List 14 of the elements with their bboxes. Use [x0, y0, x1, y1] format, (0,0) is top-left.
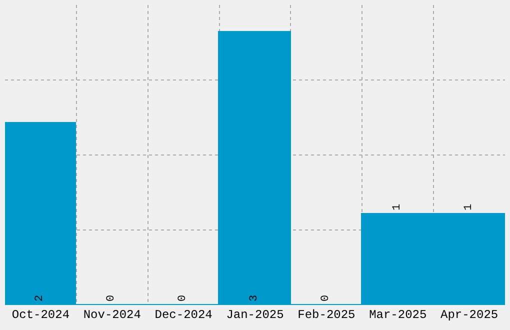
data-label: 1 [392, 204, 404, 210]
data-label: 1 [463, 204, 475, 210]
data-label: 0 [320, 294, 332, 302]
data-label: 3 [248, 294, 260, 302]
data-label: 0 [177, 294, 189, 302]
x-tick-label: Jan-2025 [226, 308, 284, 322]
x-tick-label: Nov-2024 [83, 308, 141, 322]
data-label: 0 [106, 294, 118, 302]
data-label: 2 [34, 294, 46, 302]
x-tick-label: Dec-2024 [154, 308, 212, 322]
x-tick-label: Feb-2025 [298, 308, 356, 322]
x-tick-label: Mar-2025 [369, 308, 427, 322]
x-tick-label: Apr-2025 [440, 308, 498, 322]
x-tick-label: Oct-2024 [12, 308, 70, 322]
